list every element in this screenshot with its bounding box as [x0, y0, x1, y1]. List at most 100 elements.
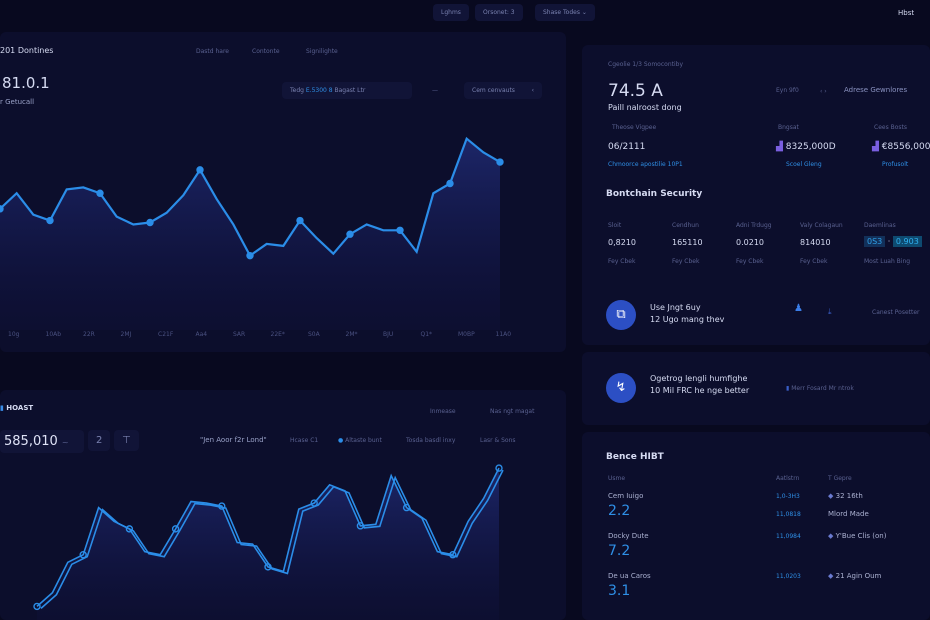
x-tick-label: BJU [383, 331, 393, 338]
col-link[interactable]: Chmoorce apostilie 10P1 [608, 161, 683, 168]
table-title: Bence HIBT [606, 452, 664, 462]
data-point[interactable] [296, 216, 304, 225]
data-point[interactable] [46, 216, 54, 225]
legend-item[interactable]: ● Altaste bunt [338, 437, 382, 444]
series-line [40, 469, 504, 609]
menu-button[interactable]: Cem cenvauts ‹ [464, 82, 542, 99]
summary-menu[interactable]: Adrese Gewnlores [844, 86, 908, 94]
chevron-down-icon: ⌄ [581, 9, 587, 16]
security-title: Bontchain Security [606, 189, 703, 199]
stat-label: Daemlinas [864, 222, 896, 229]
x-tick-label: 10Ab [46, 331, 62, 338]
stat-label: Cendhun [672, 222, 699, 229]
data-point[interactable] [495, 464, 503, 472]
filter-box[interactable]: Tedg E.5300 8 Bagast Ltr [282, 82, 412, 99]
legend-item[interactable]: Tosda basdl inxy [406, 437, 456, 444]
data-point[interactable] [196, 166, 204, 174]
column-header: Usme [608, 475, 626, 482]
panel-title: 201 Dontines [0, 46, 54, 55]
table-panel: Bence HIBT Usme Aatlstrn T Gepre Cem Iui… [582, 432, 930, 620]
data-point[interactable] [356, 522, 365, 530]
user-name[interactable]: Hbst [898, 9, 915, 17]
stat-value: 0.0210 [736, 238, 764, 247]
stat-value: 814010 [800, 238, 831, 247]
data-point[interactable] [146, 218, 154, 227]
stat-value: 0,8210 [608, 238, 636, 247]
data-point[interactable] [496, 158, 504, 166]
x-tick-label: Q1* [421, 331, 433, 338]
second-value: 585,010 ~ [0, 430, 84, 453]
brand-icon: ▮ [0, 404, 4, 412]
data-point[interactable] [446, 179, 454, 188]
data-point[interactable] [171, 525, 180, 533]
x-tick-label: Aa4 [196, 331, 208, 338]
stat-sub: Fey Cbek [800, 258, 828, 265]
x-tick-label: 10g [8, 331, 20, 338]
range-select[interactable]: Nas ngt magat [490, 408, 535, 415]
pin-icon[interactable]: ⊤ [114, 430, 139, 451]
data-point[interactable] [33, 602, 41, 611]
data-point[interactable] [79, 551, 87, 559]
row-icon: ◆ [828, 492, 834, 500]
user-icon[interactable]: ♟ [794, 303, 803, 314]
col-value: ▟ €8556,000 [872, 142, 930, 152]
data-point[interactable] [0, 205, 4, 213]
data-point[interactable] [264, 563, 272, 571]
data-point[interactable] [402, 503, 411, 512]
arrow-icon[interactable]: ‹ › [820, 88, 827, 95]
data-point[interactable] [449, 551, 457, 559]
summary-panel: Cgeolie 1/3 Somocontiby 74.5 A Paill nal… [582, 45, 930, 345]
data-point[interactable] [125, 525, 134, 533]
row-code: 11,0203 [776, 573, 801, 580]
bird-icon: ↯ [606, 373, 636, 403]
dash-button[interactable]: — [432, 87, 438, 94]
col-label: Cees Bosts [874, 124, 907, 131]
row-icon: ◆ [828, 532, 834, 540]
col-link[interactable]: Profusolt [882, 161, 909, 168]
tab-contents[interactable]: Contonte [252, 48, 280, 55]
tab-share[interactable]: Shase Todes ⌄ [535, 4, 595, 21]
x-tick-label: 2M* [346, 331, 358, 338]
data-point[interactable] [310, 499, 318, 507]
security-row-side[interactable]: Canest Posetter [872, 309, 920, 316]
stat-label: Valy Colagaun [800, 222, 843, 229]
download-icon[interactable]: ⤓ [828, 307, 832, 316]
x-tick-label: 22E* [271, 331, 285, 338]
data-point[interactable] [96, 189, 104, 197]
legend-item[interactable]: Lasr & Sons [480, 437, 516, 444]
main-value: 81.0.1 [2, 74, 50, 92]
col-link[interactable]: Scoel Gleng [786, 161, 822, 168]
menu-label: Cem cenvauts [472, 87, 515, 94]
alert-link[interactable]: ▮ Merr Fosard Mr ntrok [786, 385, 854, 392]
row-info: ◆ Y'Bue Clis (on) [828, 532, 887, 540]
alert-text: Ogetrog lengli humfighe 10 Mil FRC he nge… [650, 374, 750, 395]
legend-item[interactable]: Hcase C1 [290, 437, 319, 444]
stat-value: 165110 [672, 238, 703, 247]
row-score: 7.2 [608, 543, 631, 559]
count-badge[interactable]: 2 [88, 430, 111, 451]
row-info: Mlord Made [828, 510, 869, 518]
stat-label: Sloit [608, 222, 622, 229]
tab-dashboard[interactable]: Dastd hare [196, 48, 229, 55]
tab-lights[interactable]: Lghms [433, 4, 469, 21]
filter-label: Tedg [290, 87, 304, 94]
second-line-chart [33, 464, 504, 620]
row-name: Docky Dute [608, 532, 649, 540]
area-fill [0, 138, 500, 330]
tab-connect[interactable]: Orsonet: 3 [475, 4, 523, 21]
alert-panel: ↯ Ogetrog lengli humfighe 10 Mil FRC he n… [582, 352, 930, 425]
bars-icon: ▟ [872, 142, 879, 152]
data-point[interactable] [246, 251, 254, 260]
column-header: T Gepre [828, 475, 852, 482]
row-name: De ua Caros [608, 572, 651, 580]
tab-highlights[interactable]: Signilighte [306, 48, 338, 55]
sort-select[interactable]: Inmease [430, 408, 456, 415]
filter-value: E.5300 8 [305, 87, 333, 94]
data-point[interactable] [396, 226, 404, 235]
row-icon: ◆ [828, 572, 834, 580]
data-point[interactable] [218, 502, 226, 510]
stat-sub: Fey Cbek [672, 258, 700, 265]
bars-icon: ▟ [776, 142, 783, 152]
data-point[interactable] [346, 230, 354, 238]
row-info: ◆ 32 16th [828, 492, 863, 500]
